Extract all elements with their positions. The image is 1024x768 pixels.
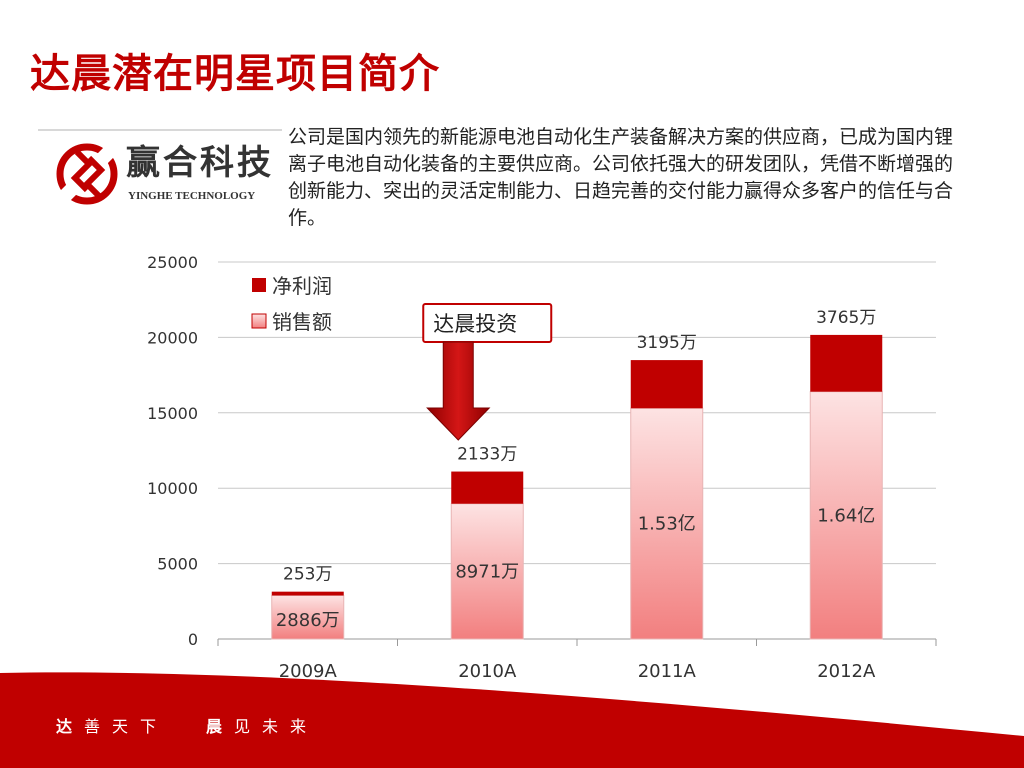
yinghe-logo-icon (56, 143, 118, 205)
annotation-label: 达晨投资 (433, 312, 517, 336)
page-title: 达晨潜在明星项目简介 (30, 51, 440, 97)
bar-net-profit (630, 360, 703, 409)
footer-slogan-right: 晨见未来 (206, 716, 318, 738)
bar-net-profit (271, 591, 344, 596)
footer-slogan-left: 达善天下 (56, 716, 168, 738)
data-label-sales: 1.53亿 (638, 514, 696, 535)
data-label-sales: 1.64亿 (817, 505, 875, 526)
x-tick-label: 2011A (638, 661, 697, 682)
data-label-net-profit: 253万 (283, 565, 332, 585)
data-label-net-profit: 2133万 (457, 445, 517, 465)
footer-slogan-left-bold: 达 (56, 717, 85, 736)
data-label-sales: 2886万 (276, 610, 340, 631)
annotation-box (422, 303, 553, 343)
bar-sales (809, 391, 883, 640)
y-tick-label: 5000 (157, 555, 198, 574)
y-tick-label: 0 (188, 630, 198, 649)
data-label-net-profit: 3195万 (637, 333, 697, 353)
x-tick-label: 2009A (279, 661, 338, 682)
legend-swatch-sales (251, 313, 267, 329)
footer-slogan-right-bold: 晨 (206, 717, 235, 736)
logo-name-cn: 赢合科技 (126, 143, 274, 183)
x-tick-label: 2012A (817, 661, 876, 682)
footer-slogan-right-rest: 见未来 (234, 717, 319, 736)
company-logo: 赢合科技 YINGHE TECHNOLOGY (38, 131, 282, 219)
annotation-arrow-icon (426, 341, 491, 441)
logo-name-en: YINGHE TECHNOLOGY (128, 190, 256, 202)
bar-net-profit (810, 334, 883, 392)
bar-sales (450, 503, 524, 640)
y-tick-label: 10000 (147, 479, 198, 498)
x-tick-label: 2010A (458, 661, 517, 682)
y-tick-label: 15000 (147, 404, 198, 423)
y-tick-label: 25000 (147, 253, 198, 272)
footer-slogan-left-rest: 善天下 (84, 717, 169, 736)
data-label-sales: 8971万 (455, 561, 519, 582)
legend-label-net-profit: 净利润 (272, 274, 332, 298)
legend-swatch-net-profit (252, 278, 266, 292)
company-intro: 公司是国内领先的新能源电池自动化生产装备解决方案的供应商，已成为国内锂离子电池自… (288, 126, 954, 229)
y-tick-label: 20000 (147, 328, 198, 347)
bar-net-profit (451, 471, 524, 504)
data-label-net-profit: 3765万 (816, 308, 876, 328)
bar-sales (630, 407, 704, 640)
legend-label-sales: 销售额 (272, 310, 332, 334)
